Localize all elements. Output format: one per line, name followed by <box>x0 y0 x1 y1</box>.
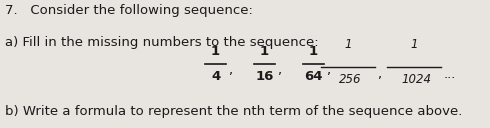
Text: b) Write a formula to represent the nth term of the sequence above.: b) Write a formula to represent the nth … <box>5 105 462 118</box>
Text: ...: ... <box>443 68 456 81</box>
Text: 16: 16 <box>255 70 274 83</box>
Text: 1: 1 <box>260 45 269 58</box>
Text: a) Fill in the missing numbers to the sequence:: a) Fill in the missing numbers to the se… <box>5 36 318 49</box>
Text: 64: 64 <box>304 70 323 83</box>
Text: ,: , <box>326 64 330 77</box>
Text: ,: , <box>277 64 281 77</box>
Text: 7.   Consider the following sequence:: 7. Consider the following sequence: <box>5 4 253 17</box>
Text: 1: 1 <box>309 45 318 58</box>
Text: ,: , <box>377 68 381 81</box>
Text: 4: 4 <box>211 70 220 83</box>
Text: 256: 256 <box>339 73 362 86</box>
Text: ,: , <box>228 64 232 77</box>
Text: 1: 1 <box>211 45 220 58</box>
Text: 1: 1 <box>344 38 352 51</box>
Text: 1024: 1024 <box>401 73 432 86</box>
Text: 1: 1 <box>410 38 418 51</box>
